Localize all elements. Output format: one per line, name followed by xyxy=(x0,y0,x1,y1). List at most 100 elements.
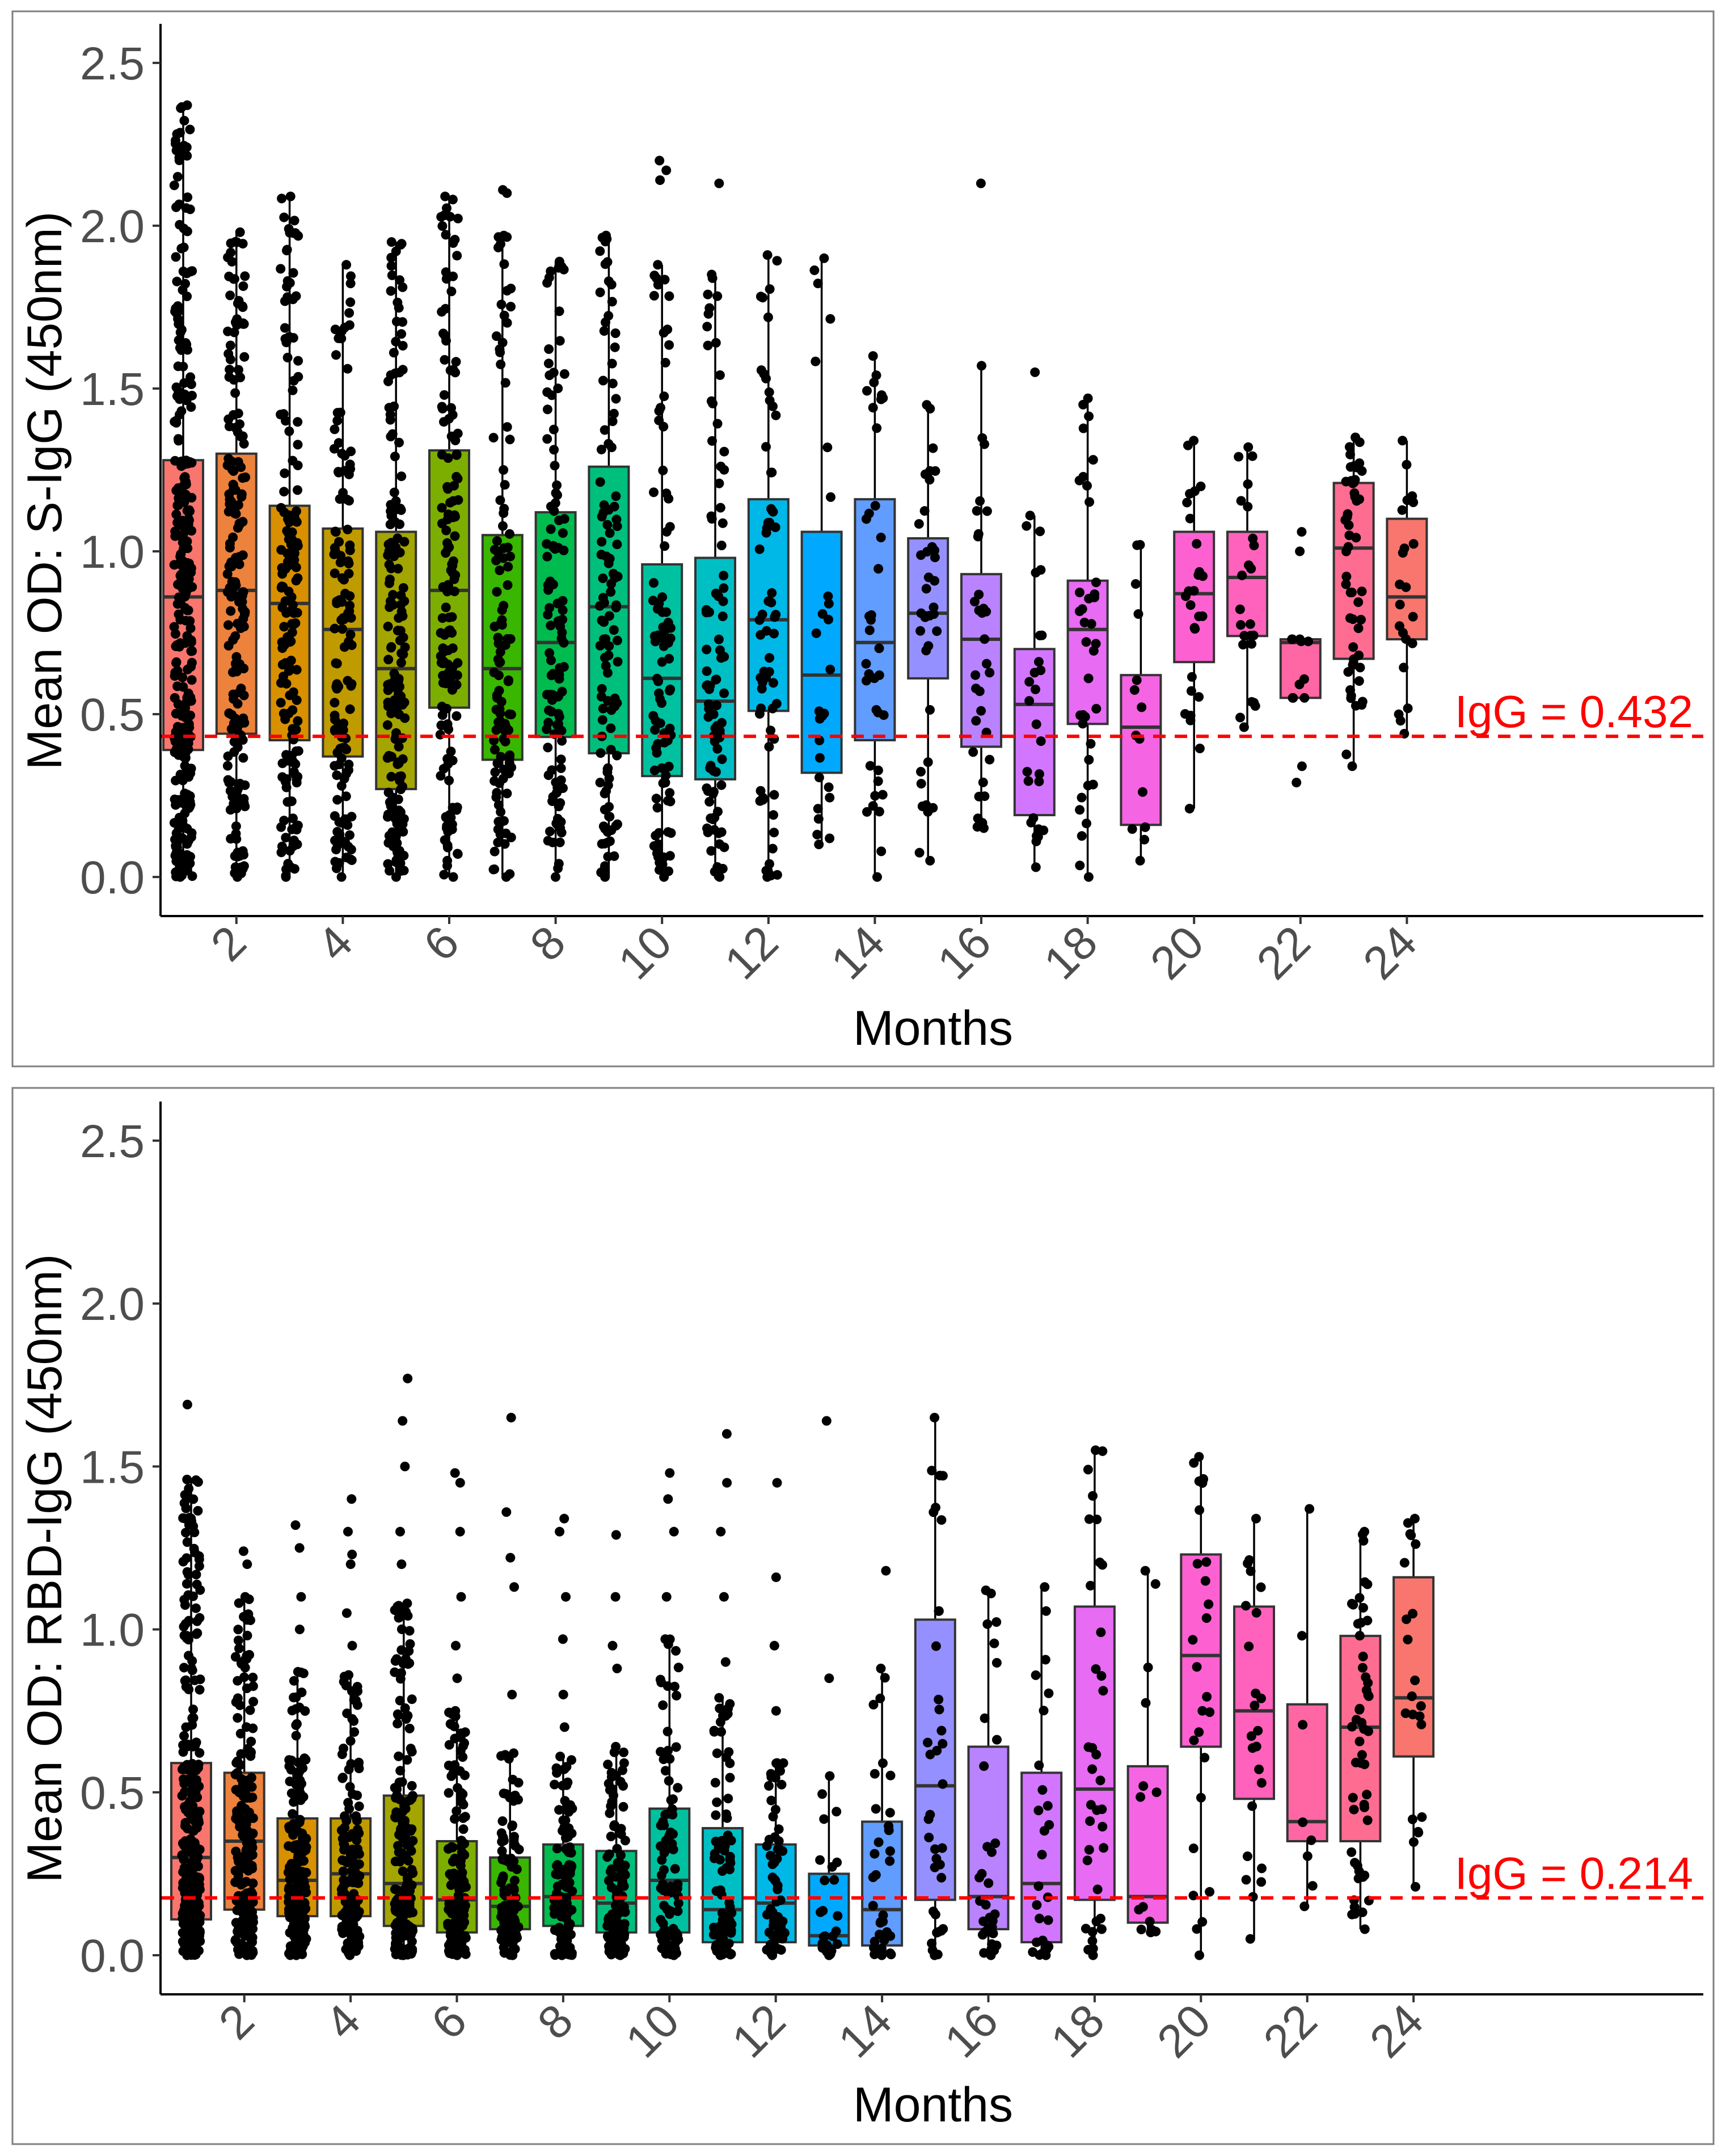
data-point xyxy=(1357,1663,1368,1673)
outlier-point xyxy=(661,165,672,175)
data-point xyxy=(237,489,247,499)
data-point xyxy=(233,1635,243,1646)
data-point xyxy=(1034,777,1044,787)
data-point xyxy=(673,1906,683,1916)
data-point xyxy=(825,833,835,843)
data-point xyxy=(386,771,396,782)
data-point xyxy=(884,1825,894,1836)
data-point xyxy=(398,1866,408,1876)
top-box-month-12 xyxy=(747,255,790,877)
data-point xyxy=(1401,582,1411,592)
data-point xyxy=(496,1877,507,1888)
data-point xyxy=(668,1809,678,1820)
data-point xyxy=(668,1845,678,1855)
data-point xyxy=(351,1811,361,1821)
data-point xyxy=(652,803,662,813)
data-point xyxy=(460,1812,470,1822)
data-point xyxy=(665,684,676,694)
data-point xyxy=(346,1759,356,1769)
data-point xyxy=(725,1699,735,1709)
data-point xyxy=(495,347,505,357)
data-point xyxy=(1294,680,1305,690)
data-point xyxy=(182,1950,192,1960)
data-point xyxy=(599,326,609,336)
data-point xyxy=(1040,1655,1050,1665)
data-point xyxy=(396,239,407,249)
data-point xyxy=(224,778,234,788)
box-iqr xyxy=(808,1872,850,1947)
data-point xyxy=(173,728,183,738)
data-point xyxy=(914,519,924,529)
data-point xyxy=(595,246,605,256)
data-point xyxy=(1081,637,1091,647)
data-point xyxy=(1411,1539,1421,1549)
data-point xyxy=(811,628,821,638)
data-point xyxy=(543,585,554,595)
data-point xyxy=(233,1926,243,1936)
data-point xyxy=(235,227,245,237)
data-point xyxy=(1033,1805,1044,1816)
bottom-x-tick-label: 16 xyxy=(935,1994,1008,2068)
data-point xyxy=(1195,567,1205,577)
data-point xyxy=(820,1931,830,1941)
data-point xyxy=(344,606,355,617)
data-point xyxy=(241,1845,251,1855)
data-point xyxy=(347,679,357,689)
data-point xyxy=(1398,548,1408,558)
data-point xyxy=(447,612,457,622)
data-point xyxy=(649,290,659,301)
data-point xyxy=(977,433,988,443)
data-point xyxy=(439,390,449,400)
data-point xyxy=(291,1720,301,1730)
data-point xyxy=(648,596,658,606)
data-point xyxy=(1132,675,1142,685)
data-point xyxy=(229,375,239,385)
data-point xyxy=(497,615,507,625)
data-point xyxy=(448,195,458,205)
outlier-point xyxy=(455,1526,465,1537)
data-point xyxy=(288,724,298,734)
data-point xyxy=(170,629,180,639)
data-point xyxy=(711,1810,721,1820)
data-point xyxy=(386,681,396,691)
data-point xyxy=(1355,663,1365,673)
data-point xyxy=(233,500,243,510)
data-point xyxy=(242,1793,252,1803)
data-point xyxy=(609,501,619,512)
data-point xyxy=(393,1885,403,1895)
data-point xyxy=(223,414,234,424)
top-box-month-13 xyxy=(800,258,843,845)
data-point xyxy=(188,1860,199,1870)
data-point xyxy=(179,378,189,388)
bottom-x-tick-label: 2 xyxy=(209,1994,264,2049)
data-point xyxy=(599,617,609,627)
data-point xyxy=(437,518,447,529)
data-point xyxy=(668,1942,678,1952)
data-point xyxy=(1198,1474,1208,1484)
data-point xyxy=(766,1772,777,1782)
data-point xyxy=(1084,497,1095,507)
data-point xyxy=(280,296,290,306)
data-point xyxy=(390,1899,400,1909)
data-point xyxy=(551,488,561,498)
data-point xyxy=(345,464,356,474)
data-point xyxy=(1256,1693,1266,1703)
data-point xyxy=(876,1664,886,1673)
data-point xyxy=(180,1804,191,1815)
data-point xyxy=(288,268,298,278)
data-point xyxy=(1201,1613,1212,1623)
data-point xyxy=(398,1850,408,1860)
data-point xyxy=(1033,832,1043,842)
data-point xyxy=(1098,1821,1108,1832)
data-point xyxy=(862,386,872,396)
data-point xyxy=(293,716,303,726)
data-point xyxy=(504,675,514,685)
data-point xyxy=(657,698,666,708)
data-point xyxy=(598,703,608,714)
data-point xyxy=(454,1855,464,1864)
data-point xyxy=(187,582,197,592)
data-point xyxy=(605,812,615,822)
data-point xyxy=(824,614,833,625)
data-point xyxy=(234,1643,244,1653)
data-point xyxy=(660,1753,670,1763)
